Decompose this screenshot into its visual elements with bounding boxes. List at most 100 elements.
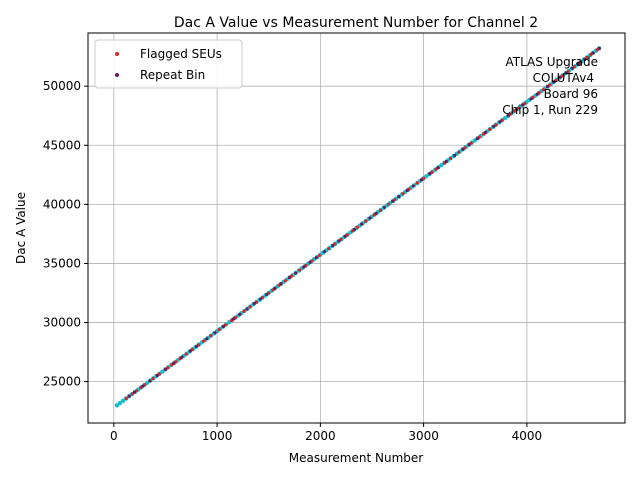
data-point-repeat-bin <box>564 71 568 75</box>
data-point-repeat-bin <box>382 205 386 209</box>
data-point-repeat-bin <box>314 256 318 260</box>
data-point-repeat-bin <box>453 153 457 157</box>
annotation-line-3: Board 96 <box>544 87 598 101</box>
data-point-channel <box>160 369 165 374</box>
x-tick-label: 1000 <box>202 429 233 443</box>
data-point-repeat-bin <box>597 46 601 50</box>
data-point-flagged-seu <box>298 268 302 272</box>
annotation-line-4: Chip 1, Run 229 <box>502 103 598 117</box>
data-point-repeat-bin <box>368 216 372 220</box>
data-point-repeat-bin <box>155 373 159 378</box>
data-point-flagged-seu <box>184 352 188 356</box>
data-point-repeat-bin <box>570 66 574 70</box>
data-point-repeat-bin <box>302 265 306 269</box>
x-tick-label: 4000 <box>512 429 543 443</box>
data-point-repeat-bin <box>405 188 409 193</box>
data-point-repeat-bin <box>337 239 341 243</box>
data-point-repeat-bin <box>583 57 587 61</box>
data-point-repeat-bin <box>391 199 395 203</box>
data-point-repeat-bin <box>238 312 242 316</box>
data-point-repeat-bin <box>148 379 152 383</box>
legend: Flagged SEUs Repeat Bin <box>94 39 243 89</box>
data-point-repeat-bin <box>127 394 131 398</box>
data-point-repeat-bin <box>232 317 236 321</box>
plot-frame <box>87 32 626 424</box>
data-point-repeat-bin <box>205 337 209 341</box>
data-point-flagged-seu <box>242 309 246 313</box>
data-point-repeat-bin <box>308 260 312 264</box>
data-point-channel <box>117 400 123 406</box>
data-point-repeat-bin <box>252 302 256 306</box>
axis-ticks: 0 1000 2000 3000 4000 25000 30000 35000 40000 450… <box>43 79 542 443</box>
data-point-repeat-bin <box>188 349 192 353</box>
data-point-flagged-seu <box>448 156 453 161</box>
data-point-flagged-seu <box>355 225 360 229</box>
data-point-flagged-seu <box>327 246 331 251</box>
x-tick-label: 2000 <box>305 429 336 443</box>
data-point-channel <box>502 115 508 121</box>
data-point-repeat-bin <box>322 250 327 254</box>
data-point-flagged-seu <box>317 253 321 258</box>
y-axis-label: Dac A Value <box>14 192 28 264</box>
legend-label-flagged-seus: Flagged SEUs <box>140 47 222 61</box>
data-point-repeat-bin <box>514 107 519 112</box>
x-tick-label: 3000 <box>408 429 439 443</box>
chart-title: Dac A Value vs Measurement Number for Ch… <box>174 15 538 31</box>
data-point-repeat-bin <box>245 307 249 311</box>
annotation-line-2: COLUTAv4 <box>533 71 594 85</box>
data-point-repeat-bin <box>265 292 269 297</box>
data-point-repeat-bin <box>273 286 277 290</box>
legend-marker-flagged-seus <box>115 52 119 56</box>
data-point-repeat-bin <box>287 276 291 280</box>
y-tick-label: 45000 <box>43 138 81 152</box>
data-point-flagged-seu <box>364 219 368 223</box>
data-point-flagged-seu <box>151 376 155 381</box>
data-point-repeat-bin <box>132 390 137 394</box>
data-point-channel <box>439 162 444 168</box>
data-point-repeat-bin <box>360 222 364 226</box>
data-point-flagged-seu <box>124 396 128 400</box>
annotation-line-1: ATLAS Upgrade <box>505 55 598 69</box>
data-point-repeat-bin <box>558 75 562 80</box>
data-point-repeat-bin <box>483 130 488 135</box>
data-point-flagged-seu <box>457 150 461 154</box>
data-point-repeat-bin <box>141 384 145 388</box>
data-point-repeat-bin <box>172 361 176 365</box>
data-point-flagged-seu <box>209 334 213 338</box>
legend-box <box>94 39 243 89</box>
data-point-repeat-bin <box>545 84 550 89</box>
data-point-repeat-bin <box>461 147 465 151</box>
data-point-repeat-bin <box>397 195 401 199</box>
data-point-repeat-bin <box>467 143 471 147</box>
data-point-flagged-seu <box>488 127 492 131</box>
data-point-channel <box>120 398 126 403</box>
data-point-channel <box>114 403 120 408</box>
data-point-repeat-bin <box>213 331 217 335</box>
data-point-repeat-bin <box>475 136 479 141</box>
data-point-repeat-bin <box>498 120 502 124</box>
data-points <box>114 46 602 408</box>
y-tick-label: 50000 <box>43 79 81 93</box>
y-tick-label: 35000 <box>43 256 81 270</box>
data-point-flagged-seu <box>202 339 206 343</box>
data-point-flagged-seu <box>541 88 546 92</box>
data-point-flagged-seu <box>283 279 287 283</box>
y-tick-label: 30000 <box>43 316 81 330</box>
data-point-repeat-bin <box>374 211 378 216</box>
data-point-repeat-bin <box>221 324 225 329</box>
y-tick-label: 40000 <box>43 197 81 211</box>
data-point-repeat-bin <box>428 172 432 176</box>
data-point-flagged-seu <box>217 328 221 332</box>
data-point-repeat-bin <box>279 282 283 286</box>
data-point-flagged-seu <box>248 305 252 309</box>
data-point-flagged-seu <box>415 181 420 185</box>
legend-marker-repeat-bin <box>115 73 119 77</box>
data-point-repeat-bin <box>552 80 556 84</box>
y-tick-label: 25000 <box>43 375 81 389</box>
data-point-channel <box>424 174 429 179</box>
grid-lines <box>88 33 625 423</box>
data-point-flagged-seu <box>386 202 391 206</box>
data-point-flagged-seu <box>401 191 405 196</box>
